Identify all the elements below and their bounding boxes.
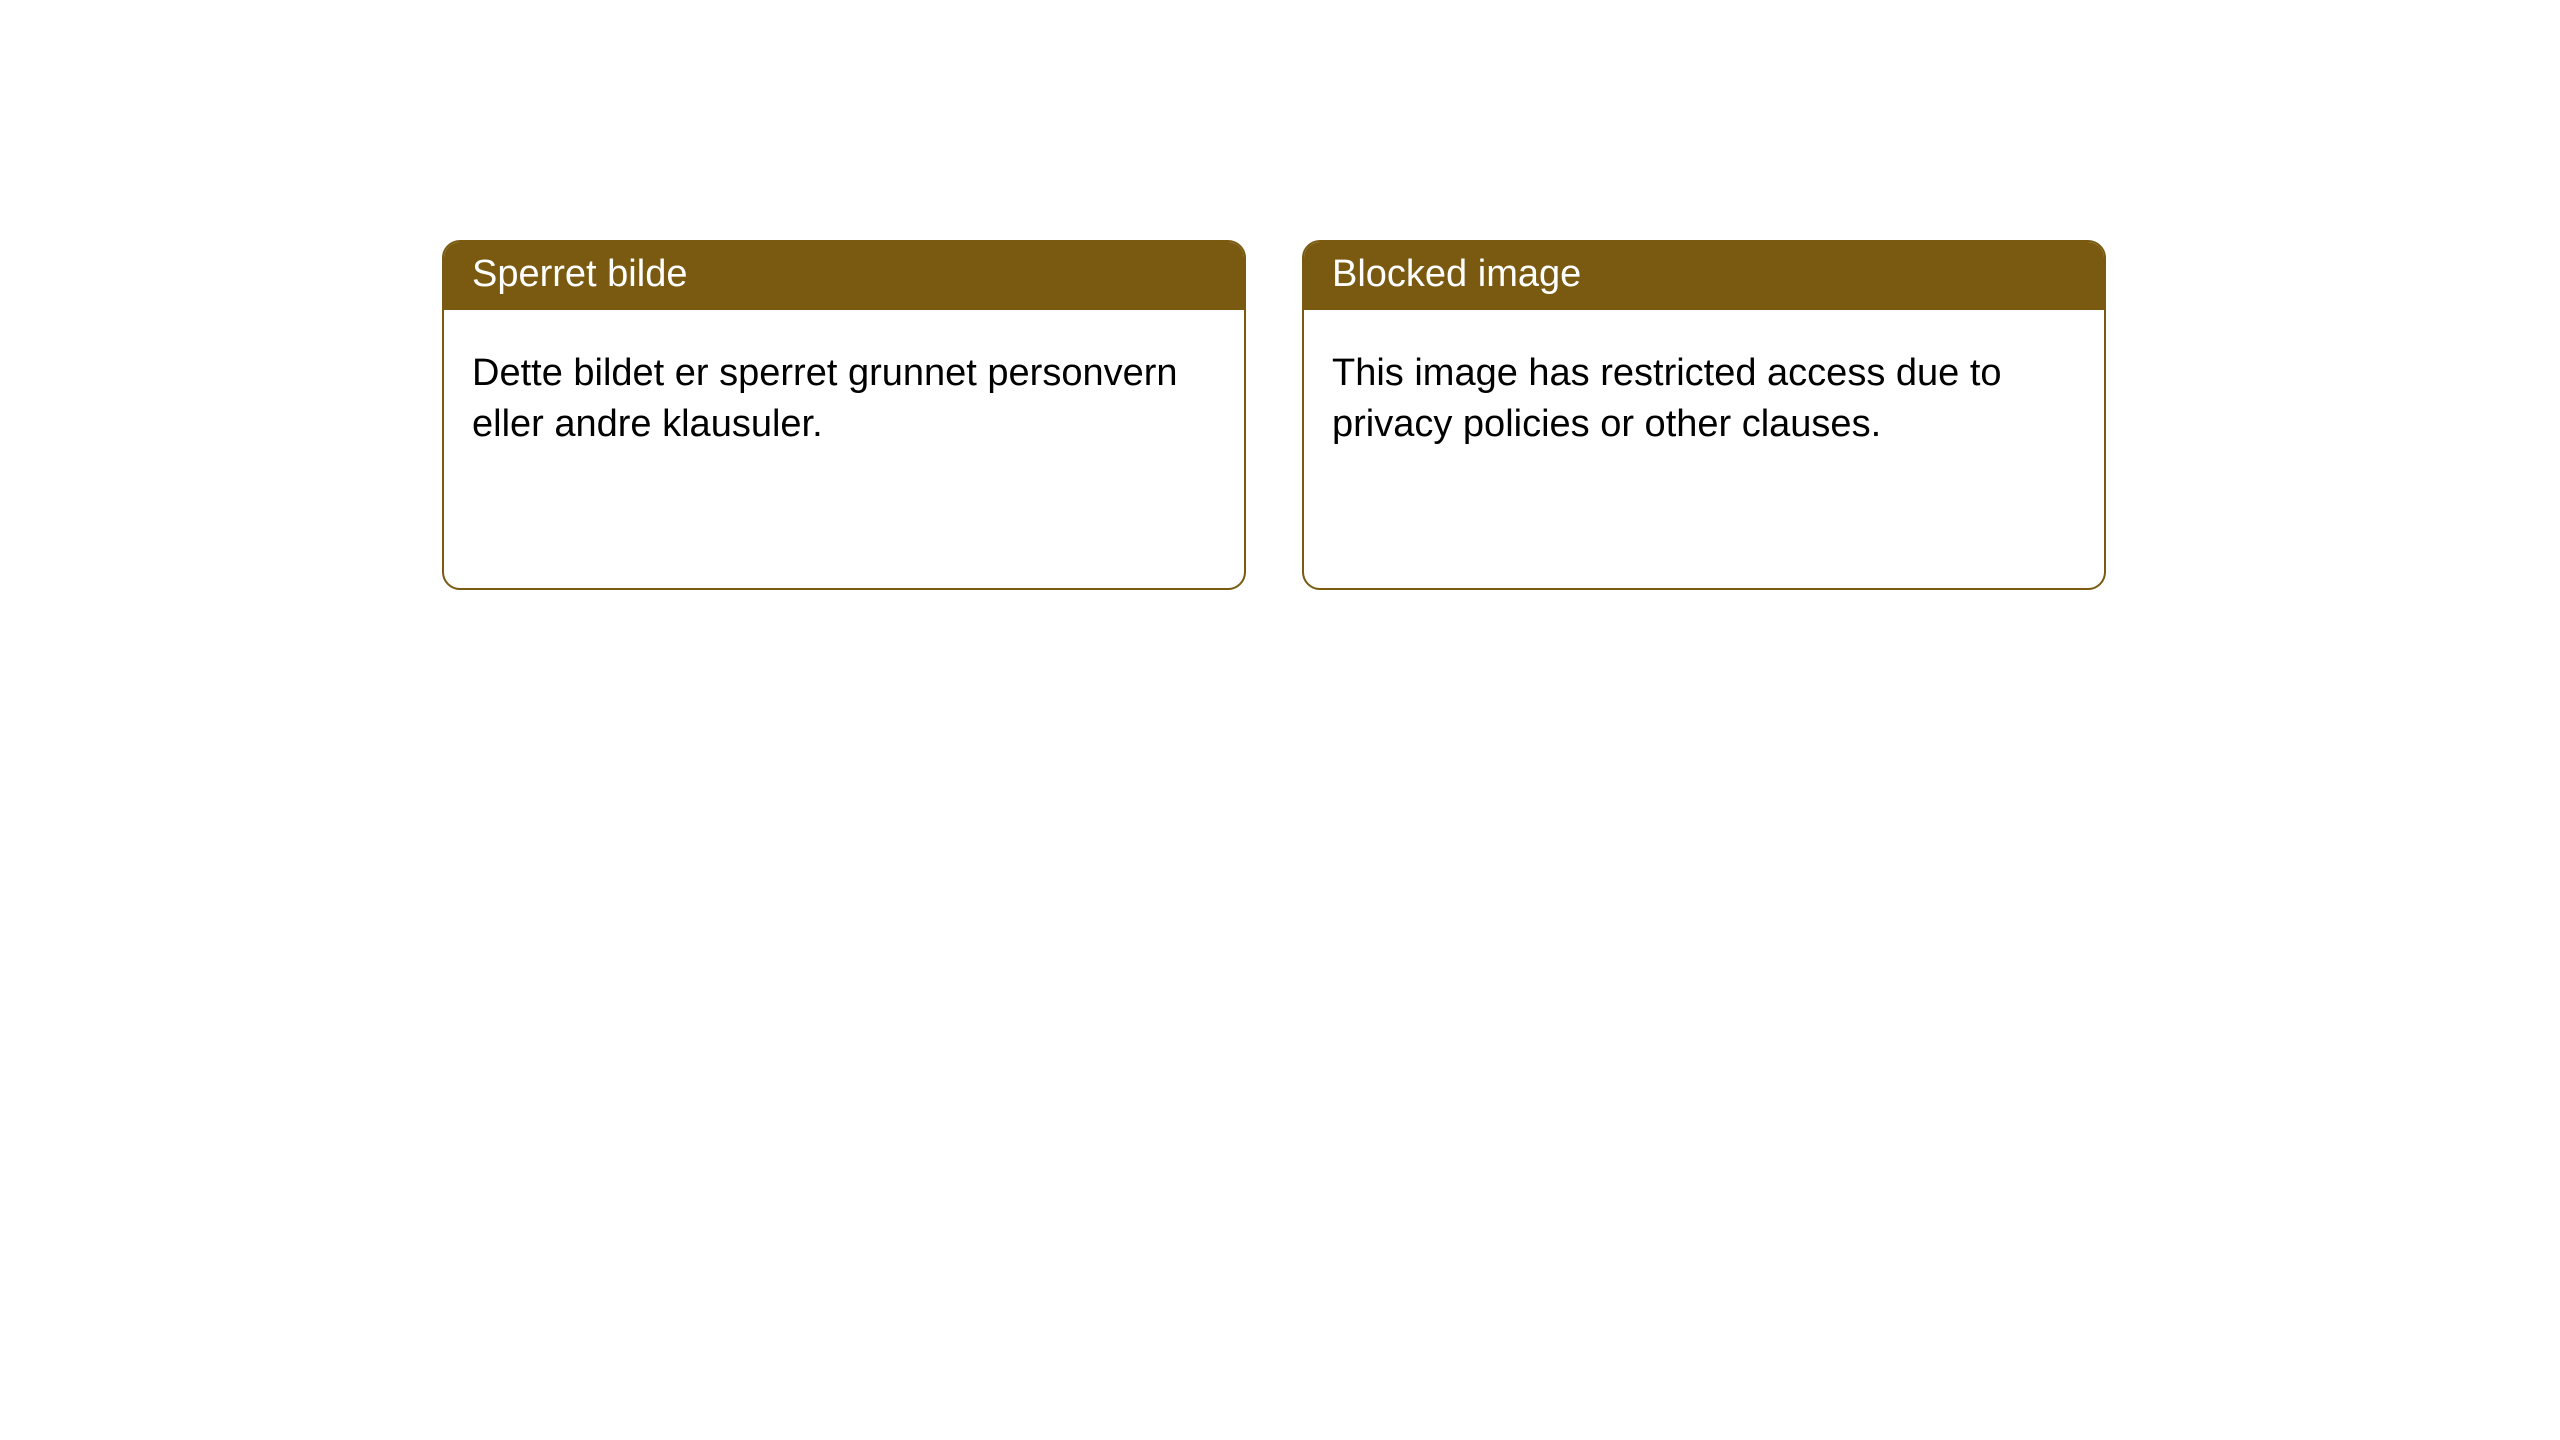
notice-card-text: This image has restricted access due to … bbox=[1332, 348, 2076, 451]
notice-card-body: Dette bildet er sperret grunnet personve… bbox=[444, 310, 1244, 588]
notice-card-text: Dette bildet er sperret grunnet personve… bbox=[472, 348, 1216, 451]
notice-card-title: Sperret bilde bbox=[444, 242, 1244, 310]
notice-cards-container: Sperret bilde Dette bildet er sperret gr… bbox=[0, 0, 2560, 590]
notice-card-title: Blocked image bbox=[1304, 242, 2104, 310]
notice-card-norwegian: Sperret bilde Dette bildet er sperret gr… bbox=[442, 240, 1246, 590]
notice-card-body: This image has restricted access due to … bbox=[1304, 310, 2104, 588]
notice-card-english: Blocked image This image has restricted … bbox=[1302, 240, 2106, 590]
